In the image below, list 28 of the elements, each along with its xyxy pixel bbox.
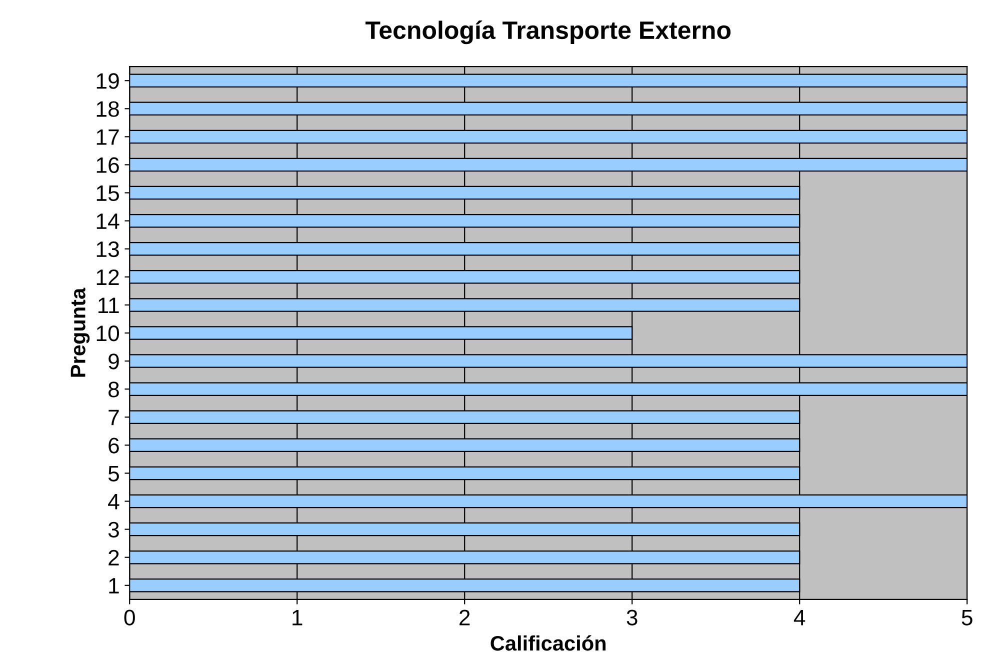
y-tick-label: 5 (108, 466, 119, 482)
y-tick-label: 6 (108, 438, 119, 454)
x-tick-label: 4 (794, 610, 806, 626)
y-tick-label: 1 (109, 578, 119, 594)
y-tick-label: 3 (108, 522, 119, 538)
y-tick-label: 11 (98, 298, 119, 314)
x-tick-label: 2 (460, 610, 470, 626)
y-tick-label: 16 (96, 157, 119, 174)
y-tick-label: 7 (108, 410, 119, 426)
x-tick-label: 0 (124, 610, 135, 626)
x-tick-label: 5 (962, 610, 972, 626)
y-tick-label: 8 (108, 382, 119, 398)
y-tick-label: 10 (96, 326, 120, 342)
y-tick-label: 19 (96, 73, 119, 89)
x-tick-label: 3 (626, 610, 638, 626)
y-tick-label: 14 (96, 214, 120, 229)
y-tick-label: 15 (96, 186, 119, 202)
y-tick-label: 2 (108, 550, 119, 566)
y-tick-label: 13 (96, 241, 119, 258)
y-tick-label: 12 (96, 269, 119, 285)
y-tick-label: 9 (108, 354, 119, 370)
y-tick-label: 4 (108, 494, 120, 510)
y-tick-label: 17 (96, 129, 119, 145)
x-tick-label: 1 (292, 610, 302, 626)
chart-title: Tecnología Transporte Externo (366, 20, 731, 44)
y-axis-title: Pregunta (70, 288, 90, 377)
y-tick-label: 18 (96, 101, 119, 117)
x-axis-title: Calificación (490, 635, 606, 651)
